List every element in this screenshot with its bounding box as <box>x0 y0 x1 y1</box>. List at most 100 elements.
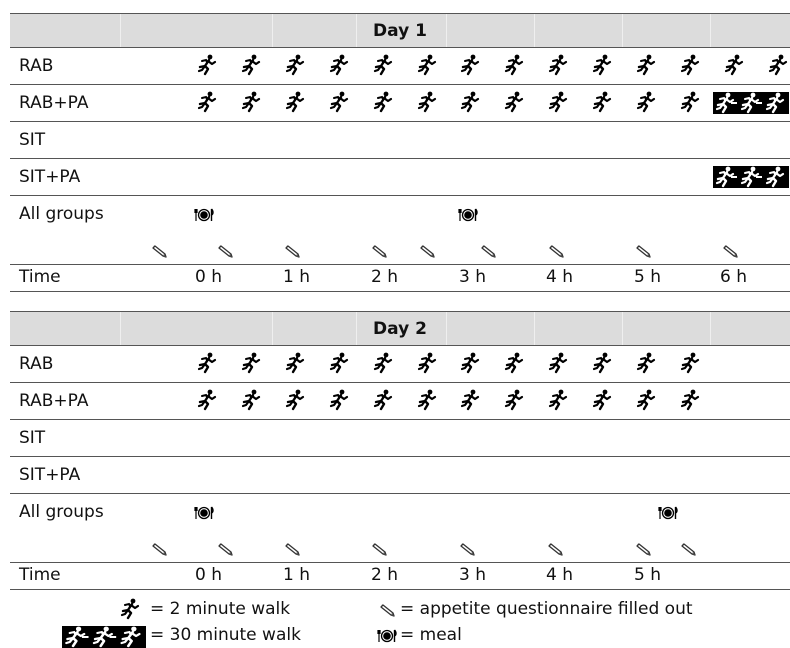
runner-icon <box>417 389 437 411</box>
time-tick: 0 h <box>195 267 222 287</box>
runner-icon <box>417 54 437 76</box>
runner-icon <box>197 389 217 411</box>
runner-icon <box>373 54 393 76</box>
runner-icon <box>504 91 524 113</box>
runner-icon <box>417 91 437 113</box>
day1-row-time: Time 0 h 1 h 2 h 3 h 4 h 5 h 6 h <box>10 265 790 292</box>
runner-icon <box>329 54 349 76</box>
runner-icon <box>197 54 217 76</box>
long-walk-icon <box>713 92 789 114</box>
long-walk-icon <box>713 166 789 188</box>
runner-icon <box>120 598 140 620</box>
runner-icon <box>636 54 656 76</box>
row-label: All groups <box>19 502 104 522</box>
runner-icon <box>548 352 568 374</box>
pencil-icon <box>370 538 390 560</box>
runner-icon <box>329 352 349 374</box>
pencil-icon <box>150 538 170 560</box>
time-tick: 2 h <box>371 267 398 287</box>
day1-row-all: All groups <box>10 196 790 265</box>
runner-icon <box>548 54 568 76</box>
row-label: SIT+PA <box>19 167 81 187</box>
runner-icon <box>592 91 612 113</box>
day2-row-sitpa: SIT+PA <box>10 457 790 494</box>
runner-icon <box>241 389 261 411</box>
row-label: RAB <box>19 354 54 374</box>
meal-icon <box>194 502 214 524</box>
pencil-icon <box>634 240 654 262</box>
runner-icon <box>373 389 393 411</box>
day1-header: Day 1 <box>10 13 790 48</box>
runner-icon <box>592 389 612 411</box>
pencil-icon <box>283 240 303 262</box>
meal-icon <box>658 502 678 524</box>
runner-icon <box>285 389 305 411</box>
day2-row-rab: RAB <box>10 346 790 383</box>
pencil-icon <box>546 538 566 560</box>
runner-icon <box>285 352 305 374</box>
runner-icon <box>373 352 393 374</box>
pencil-icon <box>370 240 390 262</box>
pencil-icon <box>378 599 398 621</box>
day1-row-rab: RAB <box>10 48 790 85</box>
row-label: SIT <box>19 428 46 448</box>
runner-icon <box>592 352 612 374</box>
pencil-icon <box>479 240 499 262</box>
runner-icon <box>636 91 656 113</box>
runner-icon <box>680 91 700 113</box>
day2-header: Day 2 <box>10 311 790 346</box>
row-label: RAB+PA <box>19 391 89 411</box>
row-label: SIT <box>19 130 46 150</box>
row-label: RAB <box>19 56 54 76</box>
pencil-icon <box>547 240 567 262</box>
day1-panel: Day 1 RAB RAB+PA SIT SIT+PA All groups T… <box>10 13 790 292</box>
time-tick: 2 h <box>371 565 398 585</box>
legend-questionnaire: = appetite questionnaire filled out <box>400 599 693 619</box>
day1-title: Day 1 <box>373 21 427 41</box>
runner-icon <box>504 54 524 76</box>
runner-icon <box>724 54 744 76</box>
runner-icon <box>285 91 305 113</box>
time-tick: 5 h <box>634 565 661 585</box>
row-label: SIT+PA <box>19 465 81 485</box>
runner-icon <box>592 54 612 76</box>
meal-icon <box>458 204 478 226</box>
day1-row-sitpa: SIT+PA <box>10 159 790 196</box>
time-tick: 3 h <box>459 267 486 287</box>
meal-icon <box>377 625 397 647</box>
time-tick: 5 h <box>634 267 661 287</box>
day2-panel: Day 2 RAB RAB+PA SIT SIT+PA All groups T… <box>10 311 790 590</box>
runner-icon <box>329 91 349 113</box>
runner-icon <box>680 54 700 76</box>
long-walk-icon <box>62 626 146 648</box>
runner-icon <box>197 91 217 113</box>
day2-row-time: Time 0 h 1 h 2 h 3 h 4 h 5 h <box>10 563 790 590</box>
runner-icon <box>285 54 305 76</box>
runner-icon <box>460 352 480 374</box>
pencil-icon <box>216 538 236 560</box>
day2-row-rabpa: RAB+PA <box>10 383 790 420</box>
runner-icon <box>636 389 656 411</box>
pencil-icon <box>634 538 654 560</box>
runner-icon <box>241 91 261 113</box>
runner-icon <box>768 54 788 76</box>
runner-icon <box>460 54 480 76</box>
pencil-icon <box>150 240 170 262</box>
runner-icon <box>680 352 700 374</box>
runner-icon <box>329 389 349 411</box>
legend-meal: = meal <box>400 625 462 645</box>
time-tick: 4 h <box>546 565 573 585</box>
runner-icon <box>241 54 261 76</box>
time-tick: 4 h <box>546 267 573 287</box>
pencil-icon <box>418 240 438 262</box>
runner-icon <box>504 352 524 374</box>
runner-icon <box>417 352 437 374</box>
pencil-icon <box>679 538 699 560</box>
time-tick: 1 h <box>283 565 310 585</box>
time-tick: 1 h <box>283 267 310 287</box>
pencil-icon <box>283 538 303 560</box>
row-label: Time <box>19 267 61 287</box>
runner-icon <box>636 352 656 374</box>
day2-title: Day 2 <box>373 319 427 339</box>
runner-icon <box>241 352 261 374</box>
